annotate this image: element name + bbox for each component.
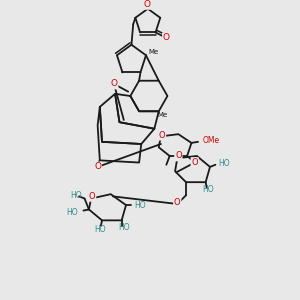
Text: HO: HO xyxy=(135,201,146,210)
Text: Me: Me xyxy=(148,49,159,55)
Text: O: O xyxy=(175,152,182,160)
Text: O: O xyxy=(191,158,198,167)
Text: O: O xyxy=(89,192,95,201)
Text: HO: HO xyxy=(202,185,214,194)
Text: O: O xyxy=(159,131,165,140)
Text: HO: HO xyxy=(219,159,230,168)
Text: O: O xyxy=(143,0,150,9)
Text: O: O xyxy=(94,162,101,171)
Text: HO: HO xyxy=(66,208,78,217)
Text: Me: Me xyxy=(157,112,167,118)
Text: O: O xyxy=(110,80,118,88)
Text: OMe: OMe xyxy=(202,136,220,145)
Text: O: O xyxy=(174,198,181,207)
Text: O: O xyxy=(163,33,170,42)
Text: HO: HO xyxy=(94,225,106,234)
Text: HO: HO xyxy=(118,224,130,232)
Text: HO: HO xyxy=(70,191,82,200)
